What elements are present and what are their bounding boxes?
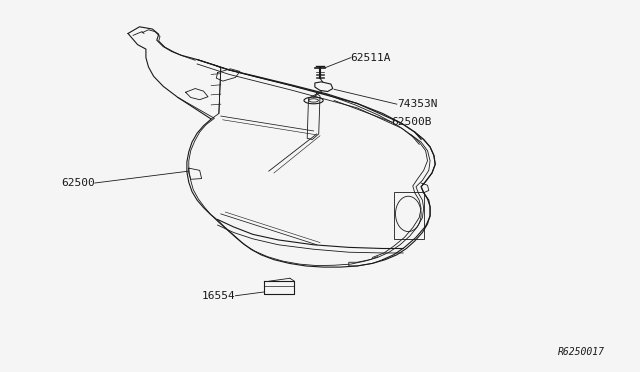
Text: R6250017: R6250017 <box>558 347 605 356</box>
Text: 16554: 16554 <box>202 291 236 301</box>
Text: 74353N: 74353N <box>397 99 437 109</box>
Text: 62511A: 62511A <box>351 53 391 62</box>
Text: 62500B: 62500B <box>392 117 432 127</box>
Bar <box>394 192 424 239</box>
Text: 62500: 62500 <box>61 178 95 188</box>
